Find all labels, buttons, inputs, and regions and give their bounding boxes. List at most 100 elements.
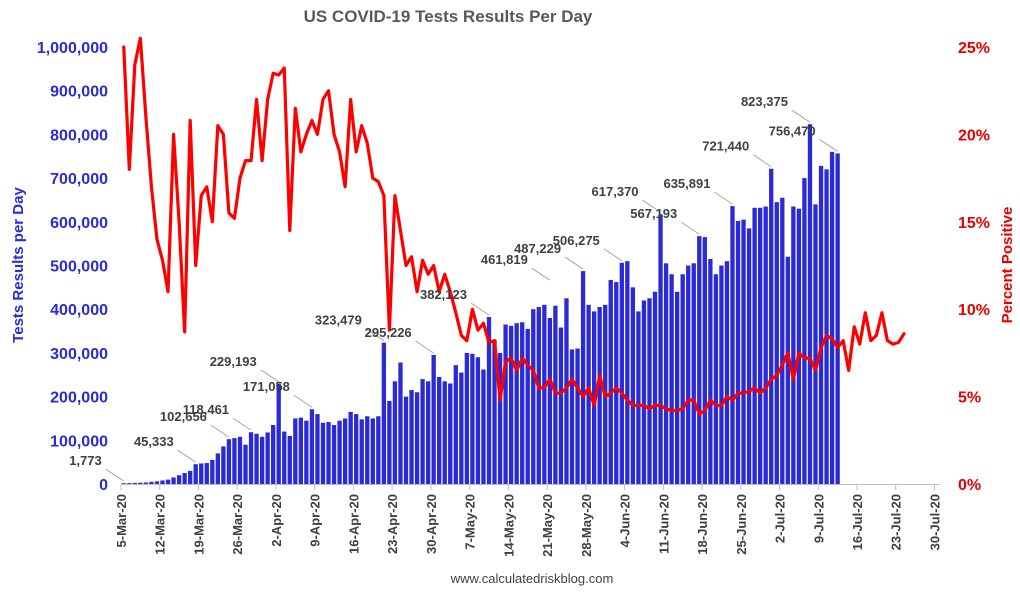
bar bbox=[425, 381, 431, 484]
x-tick-label: 18-Jun-20 bbox=[695, 494, 710, 555]
data-label: 1,773 bbox=[69, 453, 102, 468]
bar bbox=[271, 425, 276, 484]
right-axis-title: Percent Positive bbox=[999, 207, 1016, 324]
bar bbox=[237, 436, 243, 484]
data-label: 567,193 bbox=[630, 206, 677, 221]
bar bbox=[276, 383, 281, 484]
bar bbox=[597, 307, 602, 484]
y2-tick-label: 0% bbox=[958, 477, 981, 494]
data-label: 721,440 bbox=[702, 139, 749, 154]
line-series bbox=[122, 36, 906, 416]
bar bbox=[387, 400, 392, 484]
bar bbox=[215, 453, 220, 484]
bar bbox=[143, 482, 149, 484]
annotation-leader bbox=[791, 109, 811, 123]
annotation-leader bbox=[260, 369, 279, 383]
bar bbox=[614, 282, 619, 484]
x-tick-label: 2-Apr-20 bbox=[269, 494, 284, 547]
bar bbox=[442, 381, 447, 484]
bar bbox=[769, 168, 774, 485]
data-label: 295,226 bbox=[365, 325, 412, 340]
data-label: 756,470 bbox=[769, 123, 816, 138]
bar bbox=[796, 208, 802, 484]
bar bbox=[829, 151, 835, 484]
bar bbox=[342, 418, 348, 484]
bar bbox=[337, 420, 342, 484]
bar bbox=[520, 322, 525, 484]
bar bbox=[149, 481, 154, 484]
bar bbox=[414, 392, 420, 484]
bar bbox=[525, 328, 530, 484]
bar bbox=[431, 354, 436, 484]
bar bbox=[348, 411, 353, 484]
y-tick-label: 0 bbox=[99, 477, 108, 494]
bar bbox=[320, 422, 326, 484]
annotation-leader bbox=[603, 248, 623, 262]
bar bbox=[625, 261, 630, 484]
bar bbox=[813, 204, 818, 484]
percent-positive-line bbox=[122, 36, 906, 416]
bar bbox=[259, 436, 265, 484]
bar bbox=[746, 228, 752, 484]
bar bbox=[265, 432, 270, 484]
bar bbox=[243, 444, 248, 484]
bar bbox=[221, 446, 226, 484]
bar bbox=[448, 383, 453, 484]
data-label: 102,656 bbox=[160, 409, 207, 424]
bar bbox=[719, 265, 724, 484]
bar bbox=[282, 431, 287, 484]
bar bbox=[531, 309, 536, 484]
x-tick-label: 21-May-20 bbox=[540, 494, 555, 557]
y2-tick-label: 15% bbox=[958, 215, 990, 232]
bar bbox=[464, 352, 470, 484]
x-tick-label: 16-Apr-20 bbox=[346, 494, 361, 554]
left-axis-ticks: 0 100,000 200,000 300,000 400,000 500,000 600,… bbox=[37, 40, 108, 494]
bar bbox=[757, 207, 763, 484]
bar bbox=[641, 300, 647, 484]
y-tick-label: 400,000 bbox=[50, 302, 108, 319]
y-tick-label: 100,000 bbox=[50, 433, 108, 450]
x-tick-label: 12-Mar-20 bbox=[153, 494, 168, 555]
bar bbox=[204, 463, 209, 484]
bar bbox=[558, 327, 564, 484]
bar bbox=[724, 261, 730, 484]
bar bbox=[165, 479, 171, 484]
annotation-leader bbox=[365, 328, 385, 342]
bar bbox=[763, 206, 768, 484]
x-tick-label: 14-May-20 bbox=[501, 494, 516, 557]
bar bbox=[503, 324, 508, 484]
annotation-leader bbox=[177, 449, 196, 463]
x-tick-label: 23-Jul-20 bbox=[889, 494, 904, 550]
data-label: 487,229 bbox=[514, 241, 561, 256]
data-label: 171,058 bbox=[243, 379, 290, 394]
x-tick-label: 9-Jul-20 bbox=[811, 494, 826, 543]
bar bbox=[580, 271, 586, 484]
annotation-leader bbox=[232, 417, 252, 431]
data-label: 506,275 bbox=[553, 233, 600, 248]
y2-tick-label: 25% bbox=[958, 40, 990, 57]
annotation-leader bbox=[752, 154, 772, 168]
bar bbox=[420, 379, 425, 484]
bar bbox=[708, 258, 713, 484]
bar bbox=[287, 435, 292, 484]
bar bbox=[652, 291, 658, 484]
x-tick-label: 30-Jul-20 bbox=[928, 494, 943, 550]
left-axis-title: Tests Results per Day bbox=[10, 187, 27, 343]
x-tick-label: 11-Jun-20 bbox=[656, 494, 671, 554]
data-label: 635,891 bbox=[663, 176, 710, 191]
bar bbox=[680, 274, 685, 484]
y-tick-label: 1,000,000 bbox=[37, 40, 108, 57]
bar bbox=[437, 376, 442, 484]
bar bbox=[802, 178, 807, 484]
bar bbox=[735, 220, 741, 484]
right-axis-ticks: 0% 5% 10% 15% 20% 25% bbox=[958, 40, 990, 494]
bar bbox=[669, 274, 674, 484]
bar bbox=[647, 298, 652, 484]
bar bbox=[182, 473, 187, 484]
annotation-leader bbox=[714, 191, 733, 205]
bar bbox=[171, 477, 176, 484]
bar bbox=[398, 362, 403, 484]
data-label: 45,333 bbox=[134, 434, 174, 449]
x-tick-label: 26-Mar-20 bbox=[230, 494, 245, 555]
